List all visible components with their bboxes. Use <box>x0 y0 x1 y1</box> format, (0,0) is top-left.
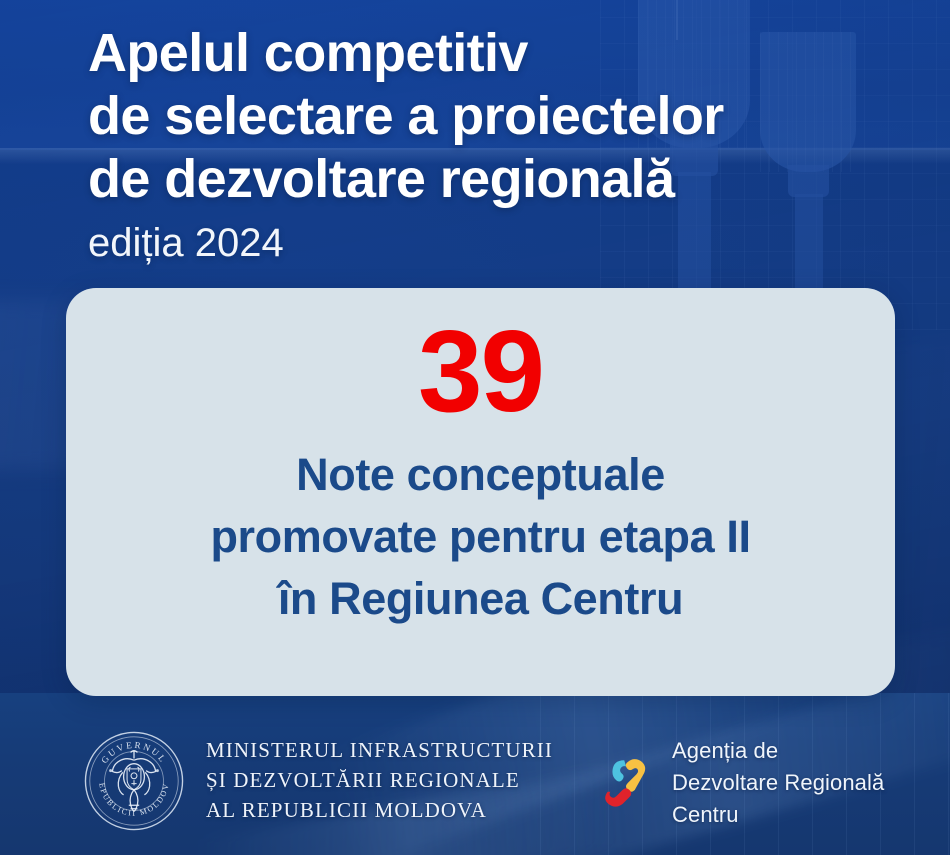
adr-pinwheel-icon <box>605 758 646 807</box>
water-tower-neck <box>788 165 829 197</box>
ministry-line-1: MINISTERUL INFRASTRUCTURII <box>206 738 553 763</box>
statistic-number: 39 <box>417 306 545 436</box>
caption-line-1: Note conceptuale <box>296 449 665 501</box>
water-tower-neck <box>670 140 718 176</box>
headline-block: Apelul competitiv de selectare a proiect… <box>88 22 908 268</box>
agency-line-3: Centru <box>672 801 739 827</box>
pinwheel-arm-cyan <box>612 760 626 782</box>
coat-of-arms-eagle <box>111 750 157 813</box>
caption-line-2: promovate pentru etapa II <box>210 510 751 562</box>
water-tower-tank <box>760 32 856 172</box>
footer-band <box>0 693 950 855</box>
coat-of-arms-shield <box>126 766 142 791</box>
ministry-logo-group: GUVERNUL REPUBLICII MOLDOVA <box>82 729 553 833</box>
ministry-name-text: MINISTERUL INFRASTRUCTURII ȘI DEZVOLTĂRI… <box>206 736 553 825</box>
tank-texture <box>760 32 856 172</box>
water-tower-tank <box>638 0 750 148</box>
pinwheel-arm-red <box>605 788 632 807</box>
ministry-line-2: ȘI DEZVOLTĂRII REGIONALE <box>206 768 520 793</box>
edition-subtitle: ediția 2024 <box>88 220 284 265</box>
agency-line-2: Dezvoltare Regională <box>672 769 885 795</box>
headline-line-1: Apelul competitiv <box>88 23 528 83</box>
statistic-caption: Note conceptuale promovate pentru etapa … <box>66 444 895 629</box>
government-seal-icon: GUVERNUL REPUBLICII MOLDOVA <box>82 729 184 831</box>
agency-line-1: Agenția de <box>672 737 779 763</box>
headline-line-3: de dezvoltare regională <box>88 149 675 210</box>
statistic-card: 39 Note conceptuale promovate pentru eta… <box>66 288 895 696</box>
tank-texture <box>638 0 750 148</box>
agency-name-text: Agenția de Dezvoltare Regională Centru <box>672 735 884 831</box>
pinwheel-arm-yellow <box>625 758 646 792</box>
footer-grid-texture <box>540 693 950 855</box>
caption-line-3: în Regiunea Centru <box>277 572 684 624</box>
adr-centru-logo-group: Agenția de Dezvoltare Regională Centru <box>598 735 884 831</box>
headline-line-2: de selectare a proiectelor <box>88 86 724 147</box>
ministry-line-3: AL REPUBLICII MOLDOVA <box>206 797 487 822</box>
